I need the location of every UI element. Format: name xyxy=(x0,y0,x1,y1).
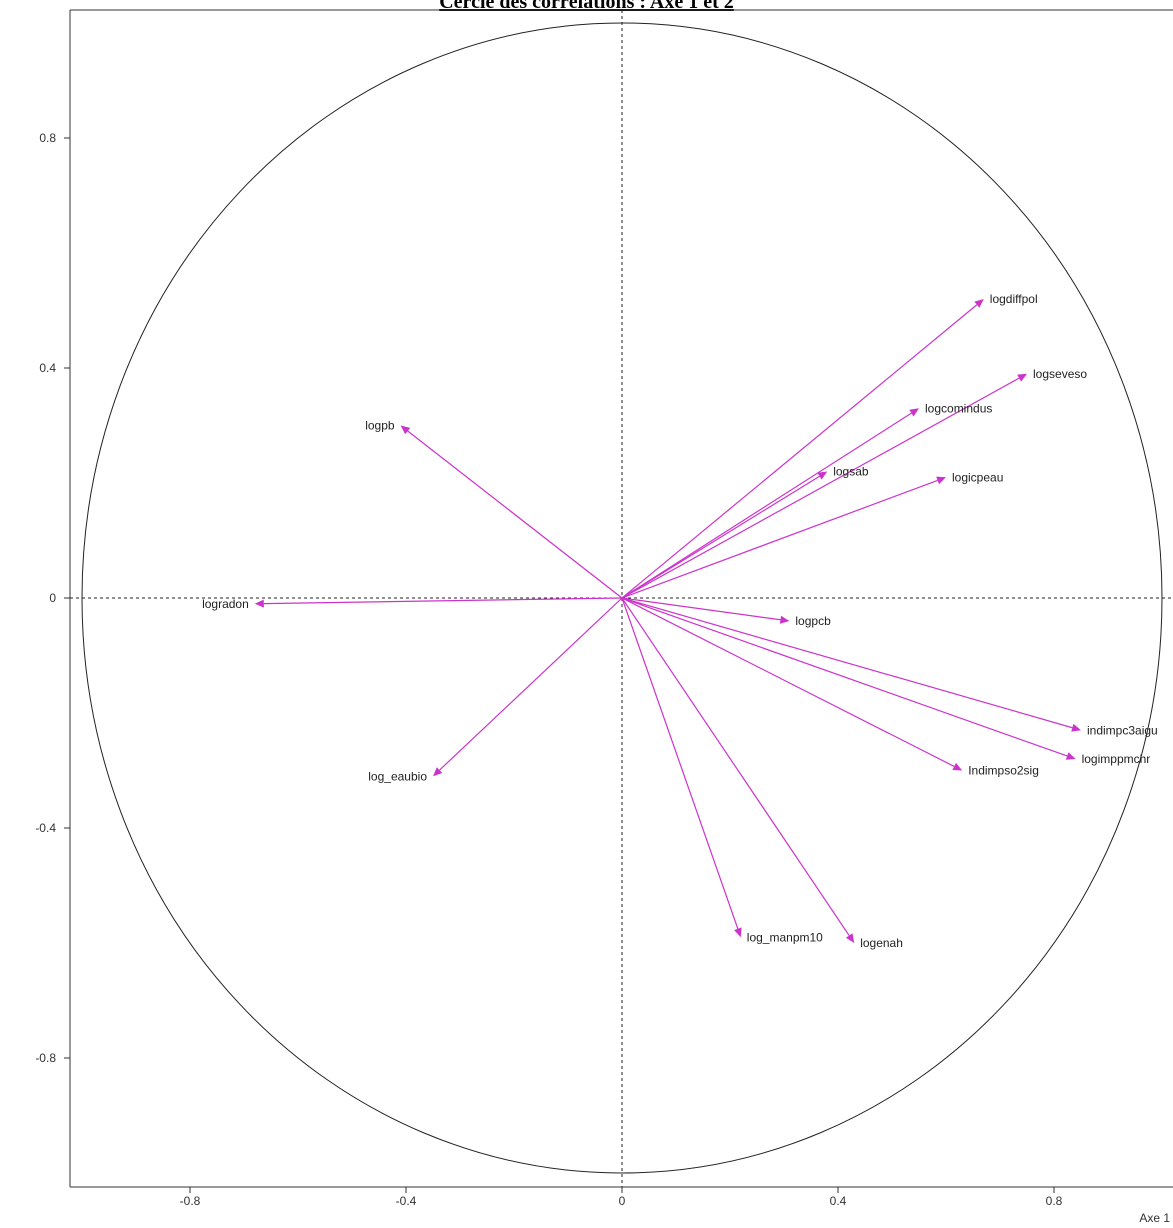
arrow-head xyxy=(952,762,963,771)
ticks: -0.8 -0.4 0 0.4 0.8 0.8 0.4 0 -0.4 -0.8 Axe 1 xyxy=(35,131,1170,1225)
arrow-head xyxy=(817,471,828,480)
variable-label: log_manpm10 xyxy=(747,930,823,944)
arrow-shaft xyxy=(263,597,623,605)
variable-label: logenah xyxy=(860,936,903,950)
y-tick-label: 0 xyxy=(49,591,56,605)
y-tick-label: 0.4 xyxy=(39,361,56,375)
variable-label: logseveso xyxy=(1033,367,1087,381)
arrow-head xyxy=(1065,752,1076,760)
arrow-head xyxy=(433,767,443,777)
arrow-shaft xyxy=(621,304,978,599)
arrow-head xyxy=(254,599,264,608)
variable-arrow-logradon: logradon xyxy=(202,597,623,611)
x-axis-label: Axe 1 xyxy=(1139,1211,1170,1225)
variable-label: logradon xyxy=(202,597,249,611)
variable-arrows: logdiffpol logseveso logcomindus logsab logi… xyxy=(202,292,1158,950)
arrow-head xyxy=(974,299,984,308)
variable-label: logicpeau xyxy=(952,470,1003,484)
arrow-head xyxy=(400,425,411,435)
arrow-head xyxy=(734,927,742,938)
y-tick-label: -0.8 xyxy=(35,1051,56,1065)
arrow-head xyxy=(779,615,790,624)
arrow-shaft xyxy=(621,597,1073,729)
variable-arrow-log-eaubio: log_eaubio xyxy=(368,597,623,783)
arrow-head xyxy=(1071,723,1081,732)
arrow-head xyxy=(909,408,919,417)
variable-arrow-logenah: logenah xyxy=(621,597,903,950)
arrow-shaft xyxy=(407,430,623,599)
variable-label: logdiffpol xyxy=(990,292,1038,306)
variable-label: log_eaubio xyxy=(368,769,427,783)
variable-label: indimpc3aigu xyxy=(1087,723,1158,737)
variable-label: Indimpso2sig xyxy=(968,764,1039,778)
x-tick-label: -0.8 xyxy=(180,1194,201,1208)
x-tick-label: -0.4 xyxy=(396,1194,417,1208)
arrow-head xyxy=(936,476,946,485)
variable-arrow-logpb: logpb xyxy=(365,419,623,599)
y-tick-label: 0.8 xyxy=(39,131,56,145)
variable-arrow-indimpc3aigu: indimpc3aigu xyxy=(621,597,1158,737)
arrow-shaft xyxy=(621,597,850,936)
arrow-head xyxy=(1017,373,1027,382)
arrow-shaft xyxy=(621,412,912,599)
variable-arrow-logdiffpol: logdiffpol xyxy=(621,292,1038,599)
variable-label: logpb xyxy=(365,419,395,433)
arrow-shaft xyxy=(621,597,1068,757)
arrow-shaft xyxy=(621,377,1020,599)
arrow-shaft xyxy=(621,479,938,599)
y-tick-label: -0.4 xyxy=(35,821,56,835)
arrow-shaft xyxy=(621,597,739,929)
x-tick-label: 0.8 xyxy=(1046,1194,1063,1208)
variable-arrow-logicpeau: logicpeau xyxy=(621,470,1003,599)
variable-label: logpcb xyxy=(795,614,831,628)
arrow-shaft xyxy=(621,475,820,599)
arrow-shaft xyxy=(621,597,955,767)
variable-arrow-logsab: logsab xyxy=(621,465,869,599)
variable-arrow-logimppmchr: logimppmchr xyxy=(621,597,1151,766)
variable-label: logsab xyxy=(833,465,869,479)
arrow-shaft xyxy=(621,597,781,621)
variable-arrow-logcomindus: logcomindus xyxy=(621,401,992,599)
arrow-head xyxy=(845,933,855,943)
arrow-shaft xyxy=(439,597,623,771)
variable-arrow-logseveso: logseveso xyxy=(621,367,1087,599)
x-tick-label: 0 xyxy=(619,1194,626,1208)
variable-arrow-indimpso2sig: Indimpso2sig xyxy=(621,597,1039,778)
variable-label: logcomindus xyxy=(925,401,992,415)
variable-label: logimppmchr xyxy=(1082,752,1151,766)
x-tick-label: 0.4 xyxy=(830,1194,847,1208)
variable-arrow-log-manpm10: log_manpm10 xyxy=(621,597,823,944)
variable-arrow-logpcb: logpcb xyxy=(621,597,831,628)
